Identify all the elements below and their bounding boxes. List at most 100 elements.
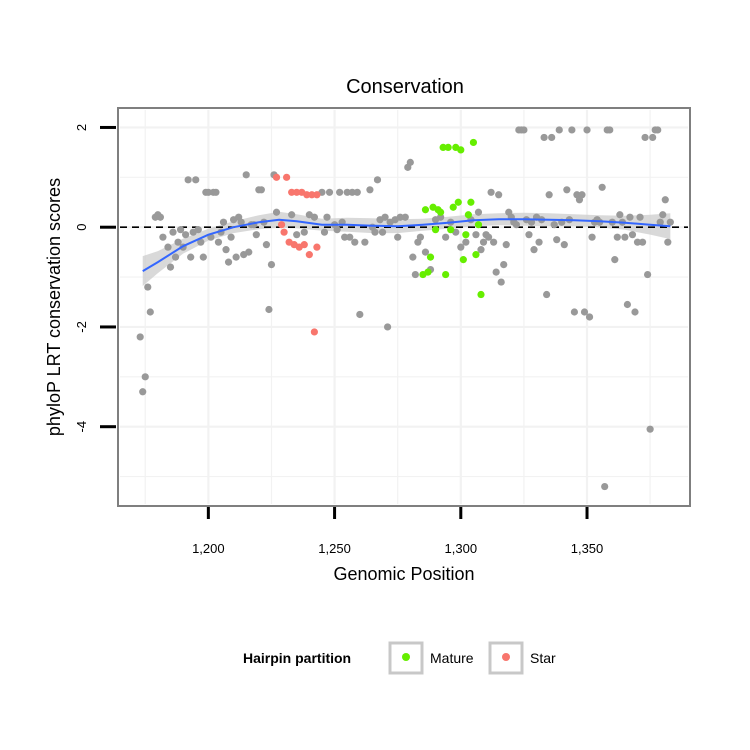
data-point-mature bbox=[439, 143, 447, 152]
data-point-other bbox=[396, 213, 404, 221]
data-point-other bbox=[346, 233, 354, 241]
data-point-other bbox=[628, 231, 637, 239]
data-point-other bbox=[300, 228, 308, 236]
data-point-other bbox=[252, 231, 260, 239]
legend: Hairpin partition Mature Star bbox=[243, 641, 556, 675]
data-point-other bbox=[265, 305, 273, 314]
data-point-other bbox=[601, 482, 609, 491]
data-point-other bbox=[348, 188, 356, 196]
x-tick-label: 1,300 bbox=[445, 541, 478, 556]
data-point-other bbox=[613, 233, 621, 241]
legend-key-star bbox=[502, 653, 510, 661]
data-point-other bbox=[262, 241, 271, 249]
data-point-other bbox=[222, 246, 230, 254]
data-point-other bbox=[530, 246, 538, 254]
data-point-other bbox=[293, 231, 301, 239]
data-point-other bbox=[484, 233, 493, 241]
data-point-star bbox=[283, 173, 291, 181]
data-point-other bbox=[361, 238, 369, 246]
data-point-mature bbox=[444, 143, 452, 152]
x-tick-label: 1,200 bbox=[192, 541, 225, 556]
data-point-other bbox=[156, 213, 164, 221]
data-point-other bbox=[512, 221, 520, 229]
data-point-other bbox=[192, 176, 200, 184]
smooth-curve bbox=[142, 218, 671, 272]
data-point-other bbox=[497, 278, 505, 286]
data-point-star bbox=[303, 191, 311, 199]
data-point-other bbox=[457, 243, 465, 251]
data-point-other bbox=[320, 228, 329, 236]
data-point-other bbox=[336, 188, 344, 196]
data-point-mature bbox=[454, 198, 462, 206]
data-point-other bbox=[214, 238, 223, 246]
data-point-star bbox=[280, 228, 288, 236]
data-point-star bbox=[305, 251, 313, 259]
data-point-other bbox=[174, 238, 182, 246]
data-point-other bbox=[548, 133, 556, 142]
y-tick-label: -4 bbox=[74, 421, 89, 433]
data-point-other bbox=[182, 231, 190, 239]
data-point-other bbox=[310, 213, 318, 221]
data-point-other bbox=[585, 313, 594, 321]
data-point-other bbox=[323, 213, 331, 221]
data-point-mature bbox=[474, 221, 483, 229]
data-point-mature bbox=[457, 146, 465, 154]
data-point-other bbox=[409, 253, 417, 261]
data-point-other bbox=[204, 188, 212, 196]
data-point-other bbox=[159, 233, 167, 241]
data-point-other bbox=[136, 333, 144, 341]
data-point-other bbox=[535, 238, 543, 246]
data-point-other bbox=[666, 218, 674, 226]
plot-panel bbox=[117, 107, 691, 507]
data-point-other bbox=[144, 283, 152, 291]
data-point-other bbox=[166, 263, 175, 271]
data-point-other bbox=[626, 213, 634, 221]
data-point-other bbox=[540, 133, 548, 142]
data-point-mature bbox=[421, 206, 430, 214]
data-point-other bbox=[500, 261, 508, 269]
data-point-other bbox=[416, 233, 425, 241]
y-tick-label: 0 bbox=[74, 224, 89, 231]
data-point-other bbox=[176, 226, 185, 234]
data-point-other bbox=[199, 253, 207, 261]
data-point-other bbox=[224, 258, 233, 266]
data-point-mature bbox=[477, 290, 485, 299]
data-point-other bbox=[633, 238, 642, 246]
data-point-mature bbox=[424, 268, 432, 276]
data-point-other bbox=[580, 308, 589, 316]
data-point-other bbox=[659, 211, 667, 219]
data-point-mature bbox=[469, 138, 478, 147]
data-point-other bbox=[638, 238, 647, 246]
legend-title: Hairpin partition bbox=[243, 650, 351, 666]
data-point-other bbox=[578, 191, 586, 199]
data-point-other bbox=[341, 233, 349, 241]
data-point-other bbox=[232, 253, 240, 261]
y-tick-label: -2 bbox=[74, 321, 89, 333]
data-point-other bbox=[288, 211, 296, 219]
data-point-other bbox=[644, 270, 652, 279]
data-point-star bbox=[288, 188, 296, 196]
x-axis: 1,200 1,250 1,300 1,350 bbox=[192, 507, 603, 556]
data-point-other bbox=[543, 290, 551, 299]
data-point-other bbox=[146, 308, 154, 316]
data-point-other bbox=[366, 186, 374, 194]
data-point-other bbox=[242, 171, 250, 179]
data-point-other bbox=[490, 238, 498, 246]
data-point-other bbox=[570, 308, 579, 316]
data-point-other bbox=[237, 218, 245, 226]
data-point-other bbox=[373, 176, 382, 184]
data-point-other bbox=[378, 228, 387, 236]
legend-label-mature: Mature bbox=[430, 650, 474, 666]
data-point-other bbox=[411, 270, 419, 279]
data-point-other bbox=[616, 211, 624, 219]
data-point-other bbox=[394, 233, 402, 241]
data-point-other bbox=[351, 238, 359, 246]
data-point-other bbox=[621, 233, 629, 241]
data-point-mature bbox=[462, 231, 470, 239]
data-point-other bbox=[550, 221, 558, 229]
data-point-other bbox=[477, 246, 485, 254]
data-point-mature bbox=[437, 208, 445, 216]
data-point-other bbox=[606, 126, 614, 134]
data-point-star bbox=[293, 188, 301, 196]
